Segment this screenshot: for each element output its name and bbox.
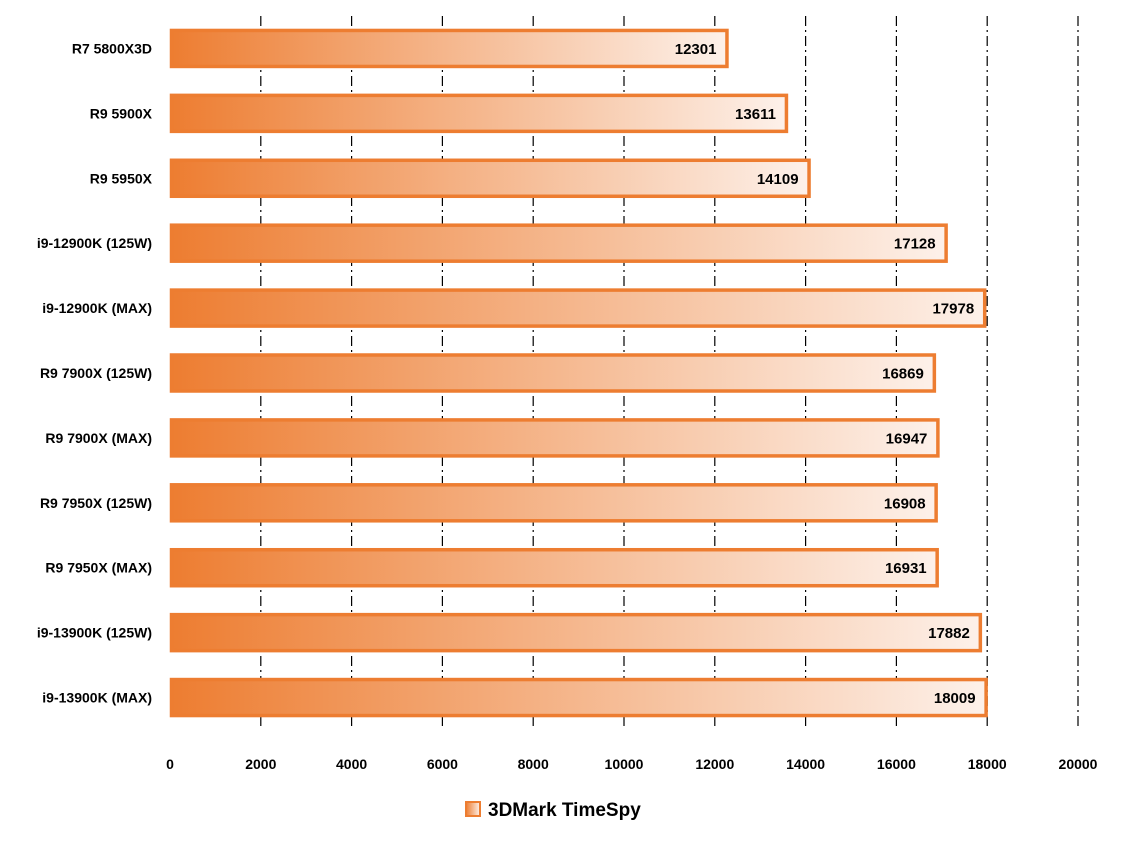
bar (169, 288, 987, 328)
x-tick-label: 10000 (605, 756, 644, 772)
bar (169, 677, 988, 718)
legend-swatch (465, 801, 481, 817)
category-label: R9 7950X (MAX) (45, 560, 152, 576)
bar (169, 547, 939, 588)
bar (169, 93, 789, 134)
x-tick-label: 14000 (786, 756, 825, 772)
category-label: R9 5900X (90, 105, 153, 121)
category-label: i9-13900K (MAX) (42, 690, 152, 706)
category-label: R9 7900X (MAX) (45, 430, 152, 446)
category-labels: R7 5800X3D R9 5900X R9 5950X i9-12900K (125… (37, 40, 153, 705)
x-tick-label: 0 (166, 756, 174, 772)
category-label: i9-12900K (MAX) (42, 300, 152, 316)
bar (169, 28, 729, 69)
bar (169, 418, 940, 458)
bar-value-label: 13611 (735, 106, 776, 123)
bar (169, 158, 811, 199)
bar-value-label: 17882 (928, 625, 970, 642)
bar (169, 483, 938, 523)
bar-value-label: 16931 (885, 560, 927, 577)
bar-value-label: 17128 (894, 236, 936, 253)
category-label: R7 5800X3D (72, 40, 152, 56)
bar-value-label: 16869 (882, 366, 924, 383)
legend-label: 3DMark TimeSpy (488, 800, 641, 821)
legend: 3DMark TimeSpy (465, 800, 641, 821)
bar-value-label: 16947 (886, 430, 928, 447)
x-tick-label: 8000 (518, 756, 549, 772)
bar-value-label: 17978 (932, 301, 974, 318)
bar-value-label: 18009 (934, 690, 976, 707)
bar-value-label: 12301 (675, 41, 717, 58)
x-tick-label: 16000 (877, 756, 916, 772)
x-tick-label: 4000 (336, 756, 367, 772)
x-tick-label: 2000 (245, 756, 276, 772)
category-label: i9-12900K (125W) (37, 235, 152, 251)
bar (169, 353, 937, 393)
bar (169, 223, 948, 263)
bars: 12301 13611 14109 17128 17978 16869 16947 16908… (169, 28, 988, 718)
category-label: i9-13900K (125W) (37, 625, 152, 641)
bar-value-label: 16908 (884, 495, 926, 512)
bar (169, 612, 983, 653)
category-label: R9 7950X (125W) (40, 495, 152, 511)
x-axis-ticks: 0 2000 4000 6000 8000 10000 12000 14000 16000 180… (166, 756, 1098, 772)
x-tick-label: 6000 (427, 756, 458, 772)
grid-lines (260, 16, 1079, 730)
x-tick-label: 20000 (1059, 756, 1098, 772)
x-tick-label: 12000 (695, 756, 734, 772)
bar-value-label: 14109 (757, 171, 799, 188)
category-label: R9 5950X (90, 170, 153, 186)
x-tick-label: 18000 (968, 756, 1007, 772)
category-label: R9 7900X (125W) (40, 365, 152, 381)
